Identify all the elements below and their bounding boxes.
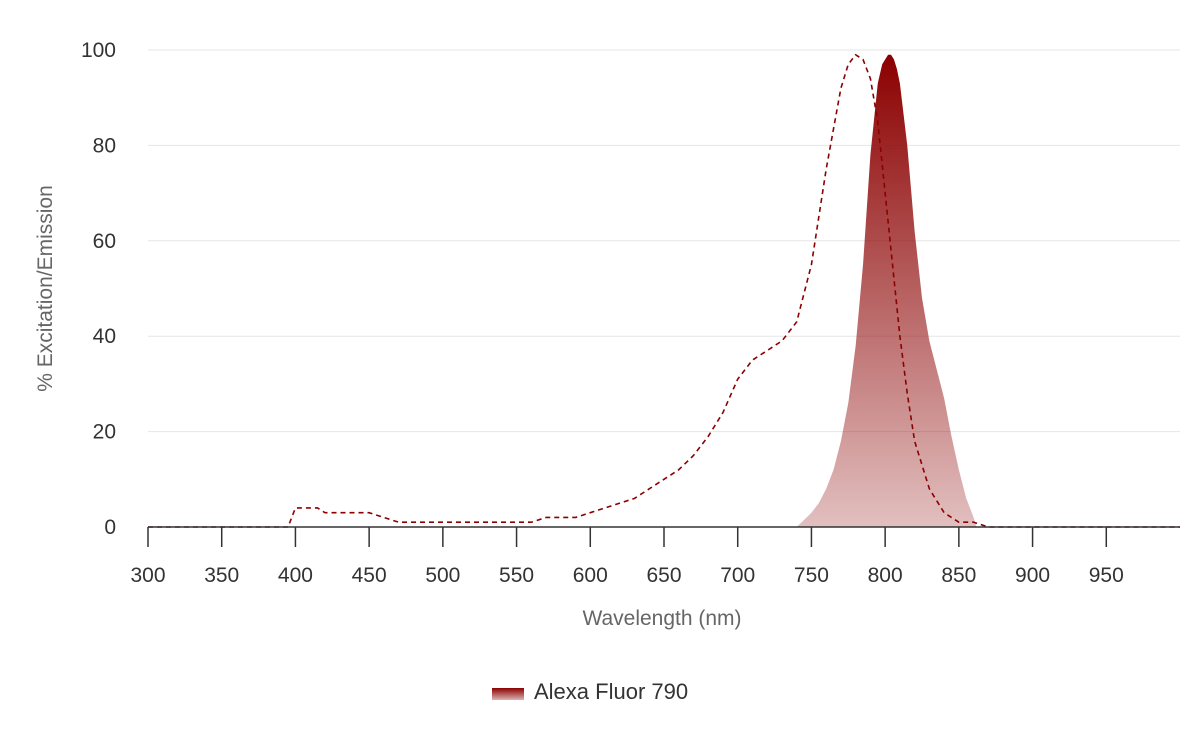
y-tick-label: 100 (81, 39, 116, 62)
x-tick-label: 650 (646, 564, 681, 587)
y-tick-label: 20 (93, 421, 116, 444)
x-tick-label: 350 (204, 564, 239, 587)
y-tick-label: 60 (93, 230, 116, 253)
legend-swatch (492, 688, 524, 700)
x-tick-label: 950 (1089, 564, 1124, 587)
legend[interactable]: Alexa Fluor 790 (492, 679, 688, 704)
x-axis-title: Wavelength (nm) (582, 607, 741, 630)
excitation-line[interactable] (148, 53, 1180, 528)
gridlines (148, 49, 1180, 433)
x-tick-label: 600 (573, 564, 608, 587)
y-tick-label: 80 (93, 134, 116, 157)
x-tick-label: 500 (425, 564, 460, 587)
emission-area[interactable] (796, 54, 977, 528)
legend-label: Alexa Fluor 790 (534, 679, 688, 704)
x-tick-label: 800 (868, 564, 903, 587)
x-tick-label: 750 (794, 564, 829, 587)
x-tick-label: 550 (499, 564, 534, 587)
x-tick-label: 400 (278, 564, 313, 587)
x-tick-label: 850 (941, 564, 976, 587)
y-tick-label: 0 (104, 516, 116, 539)
y-axis-title: % Excitation/Emission (34, 185, 57, 392)
x-tick-label: 450 (352, 564, 387, 587)
axes: 300 350 400 450 500 550 600 650 700 750 800 850 900 9… (81, 39, 1180, 587)
x-tick-label: 300 (130, 564, 165, 587)
x-tick-label: 700 (720, 564, 755, 587)
series-layer (148, 53, 1180, 528)
y-tick-label: 40 (93, 325, 116, 348)
x-tick-label: 900 (1015, 564, 1050, 587)
